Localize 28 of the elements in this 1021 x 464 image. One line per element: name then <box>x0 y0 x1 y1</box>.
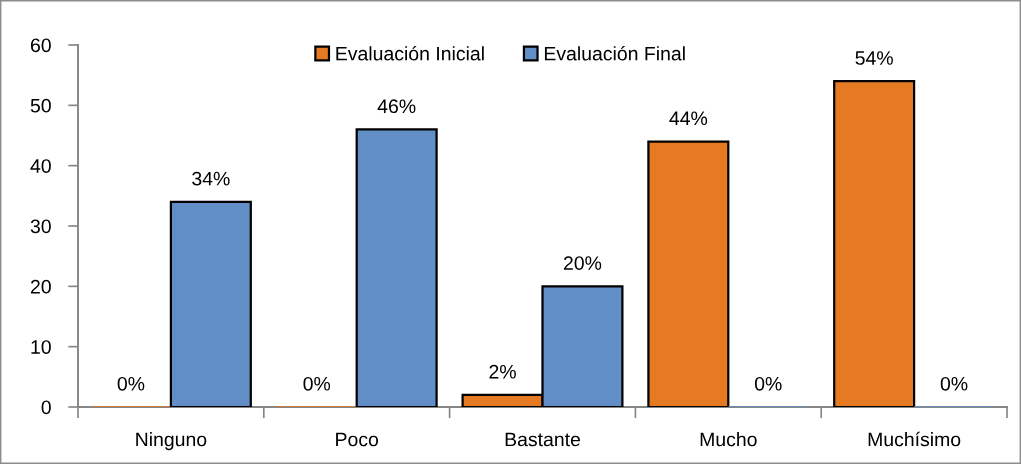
data-label: 20% <box>563 256 602 270</box>
x-tick-label: Bastante <box>505 432 581 447</box>
data-label: 46% <box>377 99 416 114</box>
y-tick-label: 60 <box>30 38 51 53</box>
data-label: 0% <box>303 376 331 391</box>
data-label: 0% <box>754 376 782 391</box>
legend-label: Evaluación Final <box>544 45 685 61</box>
x-tick-label: Mucho <box>700 432 757 447</box>
y-tick-label: 10 <box>31 340 51 354</box>
x-tick-label: Muchísimo <box>868 431 961 447</box>
data-label: 54% <box>855 51 893 65</box>
data-label: 44% <box>669 111 708 126</box>
data-label: 0% <box>940 376 968 391</box>
y-tick-label: 20 <box>30 279 51 294</box>
y-tick-label: 50 <box>30 98 51 113</box>
x-tick-label: Ninguno <box>136 432 207 451</box>
y-tick-label: 0 <box>41 400 51 415</box>
y-tick-label: 40 <box>30 159 51 173</box>
data-label: 0% <box>117 376 145 391</box>
bar <box>833 80 916 407</box>
bar <box>169 200 252 407</box>
x-tick-label: Poco <box>336 432 379 447</box>
bar <box>647 140 730 407</box>
y-tick-label: 30 <box>30 219 51 234</box>
data-label: 2% <box>489 364 516 379</box>
bar <box>355 128 438 407</box>
legend-label: Evaluación Inicial <box>336 45 484 61</box>
data-label: 34% <box>192 171 230 186</box>
